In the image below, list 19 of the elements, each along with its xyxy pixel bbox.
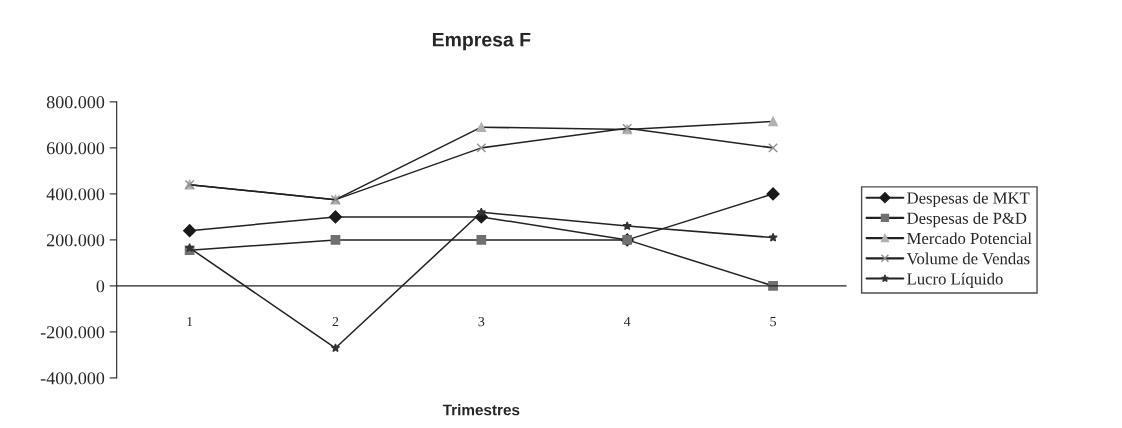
legend-label: Despesas de P&D	[907, 212, 1027, 228]
legend-label: Lucro Líquido	[907, 272, 1003, 288]
x-axis-title: Trimestres	[442, 404, 520, 416]
y-tick-label: -400.000	[40, 372, 105, 385]
y-tick-label: 400.000	[46, 188, 105, 201]
y-tick-label: 200.000	[46, 234, 105, 247]
y-tick-label: 0	[96, 280, 105, 293]
legend-label: Mercado Potencial	[907, 232, 1032, 245]
x-tick-label: 1	[187, 316, 193, 327]
y-tick-label: -200.000	[40, 326, 105, 339]
x-tick-label: 5	[770, 317, 776, 327]
x-tick-label: 2	[332, 316, 339, 327]
legend-label: Despesas de MKT	[907, 191, 1030, 208]
y-tick-label: 800.000	[46, 96, 105, 109]
chart-title: Empresa F	[432, 32, 531, 51]
legend-label: Volume de Vendas	[906, 252, 1030, 265]
x-tick-label: 3	[478, 316, 485, 327]
x-tick-label: 4	[624, 316, 631, 327]
y-tick-label: 600.000	[46, 142, 105, 155]
